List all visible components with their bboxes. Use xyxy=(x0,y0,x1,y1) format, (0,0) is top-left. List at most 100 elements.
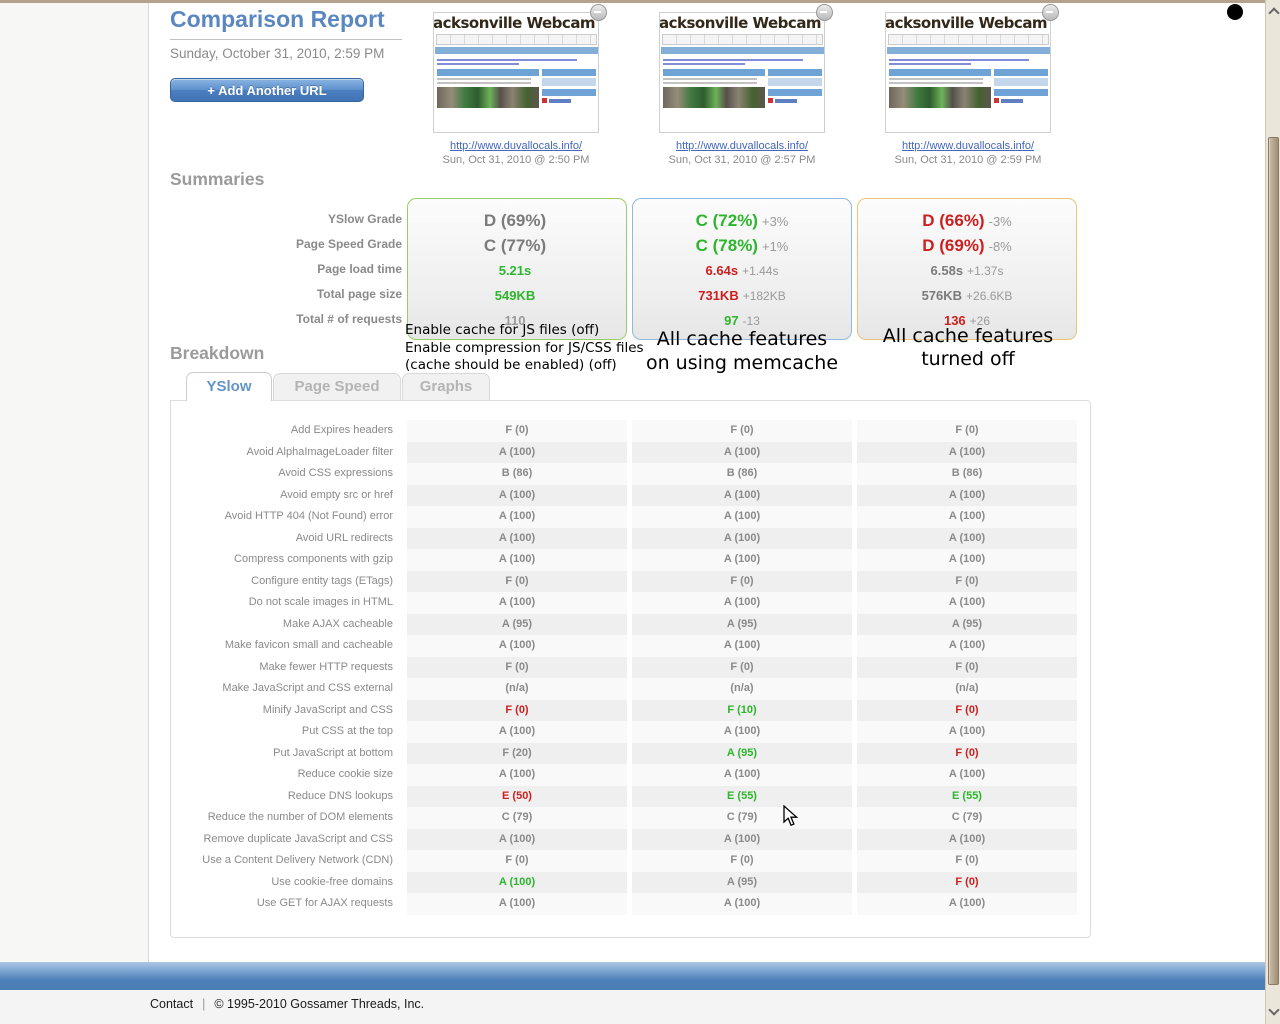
table-row: Put JavaScript at bottom F (20) A (95) F… xyxy=(171,742,1090,764)
table-row: Make favicon small and cacheable A (100)… xyxy=(171,635,1090,657)
grade-cell: A (100) xyxy=(857,721,1077,743)
thumbnail-timestamp: Sun, Oct 31, 2010 @ 2:50 PM xyxy=(442,154,590,166)
scroll-down-icon[interactable] xyxy=(1268,1004,1280,1016)
summary-column-box: D (69%) C (77%) 5.21s 549KB 110 xyxy=(407,198,627,340)
table-row: Reduce DNS lookups E (50) E (55) E (55) xyxy=(171,785,1090,807)
table-row: Avoid HTTP 404 (Not Found) error A (100)… xyxy=(171,506,1090,528)
table-row: Use GET for AJAX requests A (100) A (100… xyxy=(171,893,1090,915)
page-title: Comparison Report xyxy=(170,6,385,32)
grade-cell: F (0) xyxy=(857,420,1077,442)
grade-cell: F (0) xyxy=(632,420,852,442)
metric-label: Reduce DNS lookups xyxy=(287,789,393,802)
thumbnail-navbar-art xyxy=(662,34,823,45)
metric-label: Make AJAX cacheable xyxy=(282,617,393,630)
summary-value: 6.64s xyxy=(705,263,739,278)
grade-cell: A (100) xyxy=(857,592,1077,614)
grade-cell: A (100) xyxy=(632,721,852,743)
table-row: Add Expires headers F (0) F (0) F (0) xyxy=(171,420,1090,442)
metric-label: Use cookie-free domains xyxy=(271,875,393,888)
footer-text: Contact | © 1995-2010 Gossamer Threads, In… xyxy=(150,997,424,1011)
metric-label: Avoid HTTP 404 (Not Found) error xyxy=(224,510,393,522)
annotation-column2: All cache features on using memcache xyxy=(645,328,839,374)
grade-cell: F (0) xyxy=(407,570,627,592)
annotation-column3: All cache features turned off xyxy=(882,325,1054,370)
table-row: Reduce the number of DOM elements C (79)… xyxy=(171,807,1090,829)
grade-cell: A (100) xyxy=(632,441,852,463)
grade-cell: A (95) xyxy=(407,613,627,635)
thumbnail-photo-strip-art xyxy=(889,87,992,108)
thumbnail-site-title: acksonville Webcam xyxy=(659,14,822,32)
summary-value: D (66%) xyxy=(922,211,985,230)
site-thumbnail[interactable]: acksonville Webcam xyxy=(433,12,599,133)
grade-cell: E (55) xyxy=(632,785,852,807)
thumbnail-photo-strip-art xyxy=(437,87,540,108)
scrollbar[interactable] xyxy=(1265,0,1280,1024)
grade-cell: C (79) xyxy=(632,807,852,829)
site-thumbnail[interactable]: acksonville Webcam xyxy=(659,12,825,133)
scroll-up-icon[interactable] xyxy=(1268,7,1280,19)
summary-delta: +1% xyxy=(761,239,789,254)
summary-row-label: Total page size xyxy=(316,287,402,301)
metric-label: Use GET for AJAX requests xyxy=(256,897,393,909)
grade-cell: A (100) xyxy=(857,764,1077,786)
thumbnail-url-link[interactable]: http://www.duvallocals.info/ xyxy=(449,140,583,152)
grade-cell: F (0) xyxy=(857,850,1077,872)
summary-value: 97 xyxy=(724,313,739,328)
scrollbar-thumb[interactable] xyxy=(1268,137,1279,985)
grade-cell: A (100) xyxy=(857,549,1077,571)
metric-label: Minify JavaScript and CSS xyxy=(262,703,393,716)
grade-cell: F (0) xyxy=(857,570,1077,592)
thumbnail-textline-art xyxy=(437,63,519,65)
summary-value: 5.21s xyxy=(498,263,532,278)
summary-value: 731KB xyxy=(698,288,739,303)
grade-cell: (n/a) xyxy=(407,678,627,700)
remove-url-button[interactable] xyxy=(816,4,833,21)
summary-value: D (69%) xyxy=(922,236,985,255)
grade-cell: A (100) xyxy=(407,592,627,614)
report-date: Sunday, October 31, 2010, 2:59 PM xyxy=(170,46,385,61)
thumbnail-block: acksonville Webcam xyxy=(659,4,833,166)
thumbnail-navbar-art xyxy=(888,34,1049,45)
thumbnail-textline-art xyxy=(663,63,745,65)
summary-delta: +3% xyxy=(761,214,789,229)
metric-label: Make favicon small and cacheable xyxy=(224,639,393,651)
grade-cell: E (50) xyxy=(407,785,627,807)
thumbnail-bluebar-art xyxy=(661,47,824,54)
thumbnail-bluebar-art xyxy=(435,47,598,54)
thumbnail-list: acksonville Webcam xyxy=(433,4,1059,166)
site-thumbnail[interactable]: acksonville Webcam xyxy=(885,12,1051,133)
summary-row-label: Page load time xyxy=(317,262,402,276)
grade-cell: C (79) xyxy=(857,807,1077,829)
table-row: Avoid CSS expressions B (86) B (86) B (8… xyxy=(171,463,1090,485)
metric-label: Put CSS at the top xyxy=(301,725,393,737)
tab-page-speed[interactable]: Page Speed xyxy=(273,373,401,400)
thumbnail-url-link[interactable]: http://www.duvallocals.info/ xyxy=(901,140,1035,152)
tab-yslow[interactable]: YSlow xyxy=(186,372,272,401)
contact-link[interactable]: Contact xyxy=(150,997,194,1011)
grade-cell: A (100) xyxy=(857,527,1077,549)
tab-graphs[interactable]: Graphs xyxy=(402,373,490,400)
summary-delta: +1.44s xyxy=(742,264,779,278)
table-row: Reduce cookie size A (100) A (100) A (10… xyxy=(171,764,1090,786)
metric-label: Avoid AlphaImageLoader filter xyxy=(246,445,393,458)
thumbnail-textline-art xyxy=(889,59,1030,61)
thumbnail-timestamp: Sun, Oct 31, 2010 @ 2:57 PM xyxy=(668,154,816,166)
grade-cell: F (0) xyxy=(407,656,627,678)
grade-cell: F (0) xyxy=(857,699,1077,721)
grade-cell: A (100) xyxy=(857,828,1077,850)
metric-label: Put JavaScript at bottom xyxy=(273,746,393,759)
table-row: Avoid URL redirects A (100) A (100) A (1… xyxy=(171,527,1090,549)
thumbnail-textline-art xyxy=(889,63,971,65)
thumbnail-block: acksonville Webcam xyxy=(885,4,1059,166)
thumbnail-url-link[interactable]: http://www.duvallocals.info/ xyxy=(675,140,809,152)
grade-cell: F (0) xyxy=(632,850,852,872)
summary-value: C (77%) xyxy=(483,236,547,255)
grade-cell: A (100) xyxy=(857,484,1077,506)
top-accent-bar xyxy=(0,0,1265,3)
grade-cell: A (100) xyxy=(632,506,852,528)
add-another-url-button[interactable]: + Add Another URL xyxy=(170,78,364,102)
metric-label: Add Expires headers xyxy=(290,424,393,436)
remove-url-button[interactable] xyxy=(1042,4,1059,21)
summaries-heading: Summaries xyxy=(170,169,265,189)
remove-url-button[interactable] xyxy=(590,4,607,21)
